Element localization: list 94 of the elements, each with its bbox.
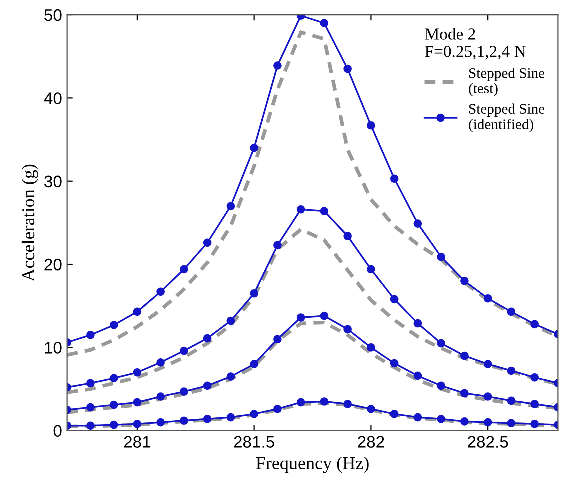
point — [110, 374, 118, 383]
point — [437, 339, 446, 348]
point — [296, 314, 306, 322]
point — [530, 400, 539, 408]
point — [484, 360, 492, 368]
point — [344, 64, 352, 74]
point — [110, 400, 118, 410]
point — [180, 416, 188, 426]
point — [180, 388, 188, 396]
x-tick-label: 281 — [124, 436, 151, 448]
x-tick-label: 282 — [358, 436, 384, 448]
point — [226, 372, 236, 381]
point — [530, 373, 539, 382]
point — [390, 174, 399, 184]
point — [203, 382, 212, 390]
point — [484, 418, 492, 427]
point — [460, 352, 469, 360]
x-axis-title: Frequency (Hz) — [256, 456, 369, 474]
point — [344, 400, 352, 408]
point — [86, 379, 95, 388]
point — [437, 252, 446, 262]
y-tick-label: 0 — [54, 425, 62, 438]
point — [367, 121, 376, 130]
point — [414, 319, 422, 328]
point — [530, 420, 539, 428]
point — [414, 372, 422, 380]
point — [320, 19, 329, 28]
y-tick-label: 40 — [44, 92, 62, 104]
y-tick-label: 20 — [44, 258, 62, 271]
point — [507, 366, 516, 376]
point — [460, 389, 469, 398]
y-tick-label: 30 — [44, 176, 62, 188]
point — [484, 294, 492, 303]
point — [203, 238, 212, 248]
point — [320, 398, 329, 406]
point — [86, 403, 95, 412]
point — [226, 413, 236, 422]
point — [296, 205, 306, 214]
point — [344, 325, 352, 334]
point — [133, 398, 142, 407]
point — [86, 422, 95, 430]
point — [437, 415, 446, 424]
point — [110, 321, 118, 330]
point — [484, 392, 492, 401]
point — [133, 420, 142, 428]
point — [156, 358, 165, 367]
point — [226, 202, 236, 210]
point — [86, 331, 95, 340]
point — [530, 320, 539, 329]
point — [250, 289, 258, 298]
point — [203, 334, 212, 343]
point — [390, 295, 399, 304]
y-tick-label: 50 — [44, 9, 62, 22]
point — [367, 405, 376, 414]
point — [250, 360, 258, 368]
point — [274, 241, 282, 250]
legend-label: Stepped Sine (identified) — [469, 104, 545, 132]
point — [133, 308, 142, 316]
point — [460, 418, 469, 426]
point — [507, 308, 516, 316]
point — [180, 346, 188, 356]
point — [414, 220, 422, 228]
x-tick-label: 281.5 — [234, 436, 274, 448]
point — [296, 398, 306, 407]
point — [226, 316, 236, 326]
point — [203, 415, 212, 424]
point — [274, 62, 282, 70]
legend-label: Stepped Sine (test) — [469, 68, 545, 96]
point — [180, 265, 188, 274]
point — [367, 344, 376, 352]
point — [507, 396, 516, 406]
x-tick-label: 282.5 — [468, 436, 508, 448]
point — [460, 276, 469, 286]
point — [320, 207, 329, 216]
point — [367, 265, 376, 274]
point — [390, 410, 399, 418]
point — [414, 413, 422, 422]
point — [274, 335, 282, 344]
y-axis-title: Acceleration (g) — [22, 164, 38, 282]
point — [507, 419, 516, 428]
point — [344, 232, 352, 240]
legend-title: Mode 2 F=0.25,1,2,4 N — [425, 28, 526, 60]
point — [156, 288, 165, 296]
point — [250, 410, 258, 418]
point — [274, 405, 282, 414]
point — [156, 418, 165, 427]
point — [390, 359, 399, 368]
point — [250, 144, 258, 152]
point — [320, 312, 329, 320]
point — [437, 382, 446, 390]
y-tick-label: 10 — [45, 342, 62, 354]
point — [156, 392, 165, 401]
point — [110, 420, 118, 430]
point — [133, 368, 142, 377]
